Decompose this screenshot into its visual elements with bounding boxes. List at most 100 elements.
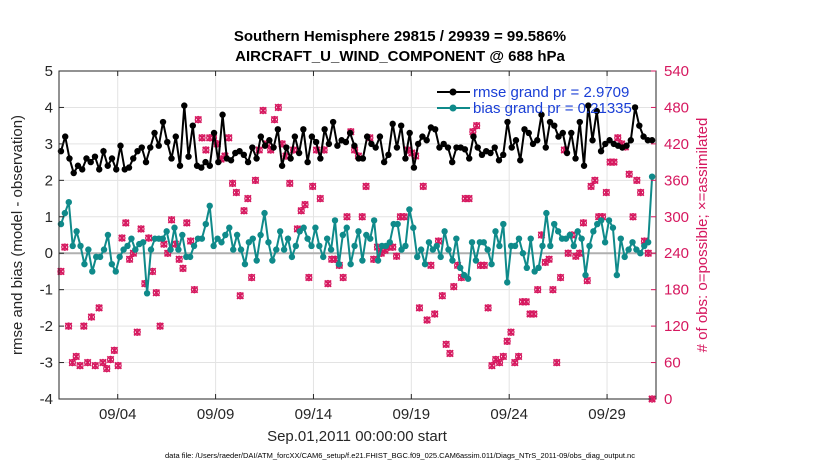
bias-point	[323, 235, 331, 242]
plot-frame	[58, 70, 657, 400]
obs-assimilated-marker	[308, 182, 317, 191]
obs-assimilated-marker	[110, 346, 119, 355]
obs-assimilated-marker	[629, 213, 637, 221]
rmse-point	[274, 126, 282, 133]
rmse-point	[431, 126, 439, 133]
rmse-point	[555, 133, 562, 140]
y-left-tick-label: 5	[45, 63, 53, 80]
bias-point	[406, 206, 413, 213]
rmse-point	[478, 151, 486, 159]
bias-point	[523, 264, 531, 271]
rmse-point	[308, 133, 316, 140]
legend-bias-label: bias grand pr = 0.21335	[473, 100, 632, 117]
rmse-point	[240, 151, 248, 159]
obs-assimilated-marker	[316, 194, 325, 203]
bias-point	[601, 239, 609, 246]
bias-point	[347, 260, 354, 268]
y-left-tick-label: -2	[40, 318, 53, 335]
obs-assimilated-marker	[545, 255, 553, 264]
rmse-point	[576, 118, 583, 126]
y-right-tick-label: 420	[664, 136, 689, 153]
rmse-point	[559, 129, 566, 137]
rmse-point	[270, 144, 277, 151]
obs-assimilated-marker	[514, 352, 523, 361]
obs-assimilated-marker	[247, 273, 256, 282]
rmse-point	[512, 137, 520, 144]
rmse-point	[593, 107, 600, 115]
obs-assimilated-marker	[244, 194, 252, 203]
obs-assimilated-marker	[495, 358, 504, 367]
bias-point	[124, 242, 131, 250]
bias-point	[597, 217, 605, 224]
obs-assimilated-marker	[72, 352, 80, 361]
rmse-point	[623, 142, 630, 149]
rmse-point	[572, 155, 579, 162]
rmse-point	[300, 126, 307, 133]
obs-assimilated-marker	[484, 304, 492, 312]
bias-point	[539, 242, 546, 250]
rmse-point	[385, 151, 392, 159]
bias-point	[100, 246, 108, 253]
rmse-series	[57, 102, 656, 177]
rmse-point	[410, 164, 418, 171]
rmse-point	[397, 122, 405, 129]
bias-point	[359, 257, 366, 264]
obs-assimilated-marker	[91, 361, 100, 370]
bias-point	[543, 209, 550, 217]
obs-assimilated-marker	[427, 261, 435, 270]
obs-assimilated-marker	[392, 252, 401, 261]
bias-point	[625, 246, 632, 253]
obs-assimilated-marker	[450, 282, 458, 291]
bias-point	[468, 239, 476, 246]
bias-point	[421, 260, 429, 268]
obs-assimilated-marker	[240, 206, 248, 215]
bias-point	[578, 235, 585, 242]
bias-point	[288, 253, 296, 261]
rmse-point	[295, 149, 303, 157]
rmse-point	[368, 140, 375, 148]
rmse-point	[627, 137, 635, 144]
rmse-point	[113, 166, 120, 173]
y-axis-left-label: rmse and bias (model - observation)	[9, 115, 26, 355]
bias-point	[292, 242, 300, 250]
y-right-tick-label: 360	[664, 172, 689, 189]
y-left-tick-label: 3	[45, 136, 53, 153]
bias-point	[206, 202, 213, 210]
bias-point	[590, 228, 597, 235]
y-right-tick-label: 60	[664, 355, 681, 372]
bias-point	[249, 235, 256, 242]
rmse-point	[278, 162, 286, 169]
x-axis-label: Sep.01,2011 00:00:00 start	[267, 428, 448, 445]
y-left-tick-label: 1	[45, 209, 53, 226]
x-axis: 09/04 09/09 09/14 09/19 09/24 09/29	[99, 71, 626, 423]
bias-point	[61, 209, 69, 217]
obs-assimilated-marker	[122, 219, 130, 227]
rmse-point	[597, 147, 605, 155]
obs-assimilated-marker	[446, 349, 454, 358]
rmse-point	[636, 122, 643, 129]
obs-assimilated-marker	[286, 179, 294, 188]
rmse-point	[419, 133, 426, 140]
y-left-tick-label: 0	[45, 245, 53, 262]
y-left-tick-label: 4	[45, 99, 53, 116]
rmse-point	[159, 118, 167, 126]
bias-point	[519, 250, 527, 257]
obs-assimilated-marker	[76, 361, 84, 370]
rmse-point	[125, 164, 133, 171]
bias-point	[351, 242, 358, 250]
y-right-tick-label: 240	[664, 245, 689, 262]
rmse-point	[142, 158, 150, 166]
bias-point	[320, 253, 327, 261]
obs-assimilated-marker	[274, 103, 283, 112]
bias-point	[394, 220, 401, 228]
bias-point	[425, 239, 433, 246]
obs-assimilated-marker	[156, 322, 164, 330]
rmse-point	[321, 126, 328, 133]
rmse-point	[147, 144, 154, 151]
bias-point	[96, 253, 104, 261]
rmse-point	[329, 118, 337, 126]
rmse-point	[134, 147, 141, 155]
bias-point	[218, 239, 225, 246]
legend: rmse grand pr = 2.9709 bias grand pr = 0…	[437, 84, 632, 117]
bias-point	[402, 242, 409, 250]
